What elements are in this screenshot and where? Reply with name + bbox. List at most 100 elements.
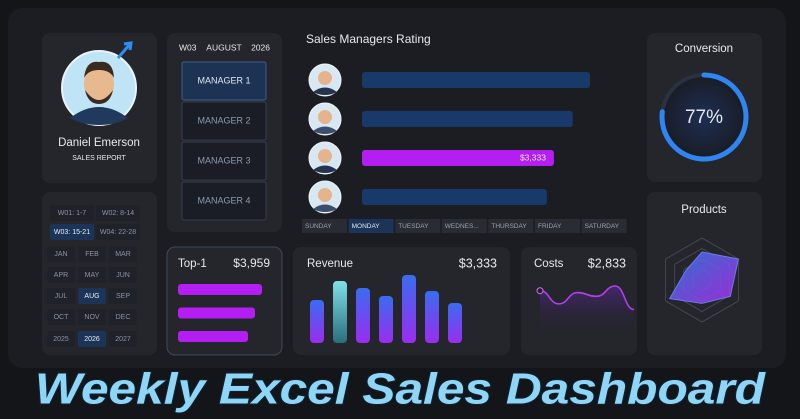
costs-line bbox=[539, 285, 635, 311]
radar-area bbox=[668, 251, 739, 304]
manager-avatar-body bbox=[313, 126, 337, 134]
month-cell[interactable] bbox=[78, 267, 106, 283]
day-button[interactable] bbox=[535, 219, 580, 233]
day-label: TUESDAY bbox=[398, 223, 429, 230]
month-label: FEB bbox=[85, 251, 99, 258]
month-cell[interactable] bbox=[109, 267, 137, 283]
week-label: W02: 8-14 bbox=[102, 210, 134, 217]
revenue-bar bbox=[402, 275, 416, 343]
month-cell[interactable] bbox=[78, 288, 106, 304]
manager-avatar-face bbox=[318, 71, 332, 85]
conversion-label: 77% bbox=[685, 107, 723, 128]
manager-button[interactable] bbox=[181, 61, 267, 101]
day-button[interactable] bbox=[488, 219, 534, 233]
week-cell[interactable] bbox=[96, 205, 140, 221]
manager-button[interactable] bbox=[181, 181, 267, 221]
month-cell[interactable] bbox=[109, 246, 137, 262]
manager-avatar-face bbox=[318, 110, 332, 124]
year-label: 2026 bbox=[84, 336, 100, 343]
month-cell[interactable] bbox=[78, 246, 106, 262]
day-button[interactable] bbox=[581, 219, 627, 233]
products-title: Products bbox=[681, 204, 727, 216]
costs-marker bbox=[536, 287, 544, 295]
year-label: 2027 bbox=[115, 336, 131, 343]
year-label: 2025 bbox=[53, 336, 69, 343]
avatar-beard bbox=[85, 90, 113, 104]
manager-button[interactable] bbox=[181, 101, 267, 141]
manager-label: MANAGER 2 bbox=[197, 115, 250, 125]
month-cell[interactable] bbox=[109, 288, 137, 304]
day-button[interactable] bbox=[441, 219, 487, 233]
year-cell[interactable] bbox=[78, 331, 106, 347]
day-label: FRIDAY bbox=[538, 223, 562, 230]
day-button[interactable] bbox=[395, 219, 441, 233]
month-label: MAR bbox=[115, 251, 131, 258]
month-cell[interactable] bbox=[47, 288, 75, 304]
month-cell[interactable] bbox=[47, 267, 75, 283]
week-cell[interactable] bbox=[96, 224, 140, 240]
month-cell[interactable] bbox=[78, 309, 106, 325]
manager-avatar-body bbox=[313, 87, 337, 95]
top1-card bbox=[166, 246, 283, 356]
rating-value-label: $3,333 bbox=[520, 152, 546, 162]
month-label: MAY bbox=[85, 272, 100, 279]
day-button[interactable] bbox=[348, 219, 394, 233]
manager-label: MANAGER 4 bbox=[197, 195, 250, 205]
costs-area bbox=[540, 286, 634, 340]
week-cell[interactable] bbox=[50, 205, 94, 221]
year-cell[interactable] bbox=[47, 331, 75, 347]
day-label: WEDNES... bbox=[445, 223, 479, 230]
year-cell[interactable] bbox=[109, 331, 137, 347]
manager-label: MANAGER 1 bbox=[197, 75, 250, 85]
manager-avatar-body bbox=[313, 204, 337, 212]
manager-button[interactable] bbox=[181, 141, 267, 181]
month-label: OCT bbox=[54, 314, 70, 321]
avatar-face bbox=[84, 66, 114, 102]
month-cell[interactable] bbox=[47, 309, 75, 325]
footer-title: Weekly Excel Sales Dashboard bbox=[35, 365, 766, 414]
revenue-bar bbox=[356, 288, 370, 343]
manager-avatar-face bbox=[318, 188, 332, 202]
day-button[interactable] bbox=[302, 219, 347, 233]
revenue-bar bbox=[448, 303, 462, 343]
revenue-bar bbox=[333, 281, 347, 343]
period-month: AUGUST bbox=[206, 42, 241, 52]
month-label: DEC bbox=[116, 314, 131, 321]
month-cell[interactable] bbox=[47, 246, 75, 262]
day-label: MONDAY bbox=[352, 223, 381, 230]
avatar-suit bbox=[70, 107, 128, 125]
period-year: 2026 bbox=[251, 42, 270, 52]
conversion-arc bbox=[659, 72, 749, 162]
month-label: AUG bbox=[84, 293, 99, 300]
revenue-bar bbox=[425, 291, 439, 343]
top1-bar bbox=[178, 284, 262, 295]
manager-label: MANAGER 3 bbox=[197, 155, 250, 165]
top1-bar bbox=[178, 307, 255, 319]
month-cell[interactable] bbox=[109, 309, 137, 325]
manager-avatar-face bbox=[318, 149, 332, 163]
day-label: SUNDAY bbox=[305, 223, 332, 230]
rating-title: Sales Managers Rating bbox=[306, 32, 431, 46]
period-week: W03 bbox=[179, 42, 197, 52]
month-label: JUN bbox=[116, 272, 130, 279]
profile-name: Daniel Emerson bbox=[58, 137, 140, 149]
revenue-label: $3,333 bbox=[459, 256, 497, 270]
top1-label: $3,959 bbox=[233, 256, 270, 270]
revenue-title: Revenue bbox=[307, 258, 353, 270]
rating-bar bbox=[362, 189, 547, 205]
manager-avatar-body bbox=[313, 165, 337, 173]
week-label: W03: 15-21 bbox=[54, 229, 90, 236]
top1-bar bbox=[178, 331, 248, 342]
month-label: JUL bbox=[55, 293, 68, 300]
profile-role: SALES REPORT bbox=[72, 155, 126, 162]
month-label: SEP bbox=[116, 293, 130, 300]
revenue-bar bbox=[379, 296, 393, 343]
week-cell[interactable] bbox=[50, 224, 94, 240]
month-label: NOV bbox=[84, 314, 100, 321]
month-label: APR bbox=[54, 272, 68, 279]
top1-title: Top-1 bbox=[178, 258, 207, 270]
day-label: THURSDAY bbox=[491, 223, 527, 230]
month-label: JAN bbox=[54, 251, 67, 258]
